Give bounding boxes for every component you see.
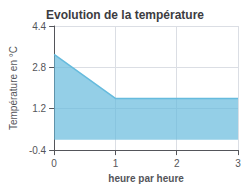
svg-text:-0.4: -0.4	[29, 145, 47, 156]
svg-text:Température en °C: Température en °C	[8, 46, 19, 130]
svg-text:heure par heure: heure par heure	[108, 173, 184, 184]
svg-text:1.2: 1.2	[32, 103, 46, 114]
svg-text:3: 3	[235, 158, 241, 169]
svg-text:0: 0	[51, 158, 57, 169]
svg-text:4.4: 4.4	[32, 21, 46, 32]
svg-text:2.8: 2.8	[32, 62, 46, 73]
svg-text:2: 2	[174, 158, 180, 169]
svg-text:Evolution de la température: Evolution de la température	[46, 8, 204, 22]
svg-text:1: 1	[113, 158, 119, 169]
